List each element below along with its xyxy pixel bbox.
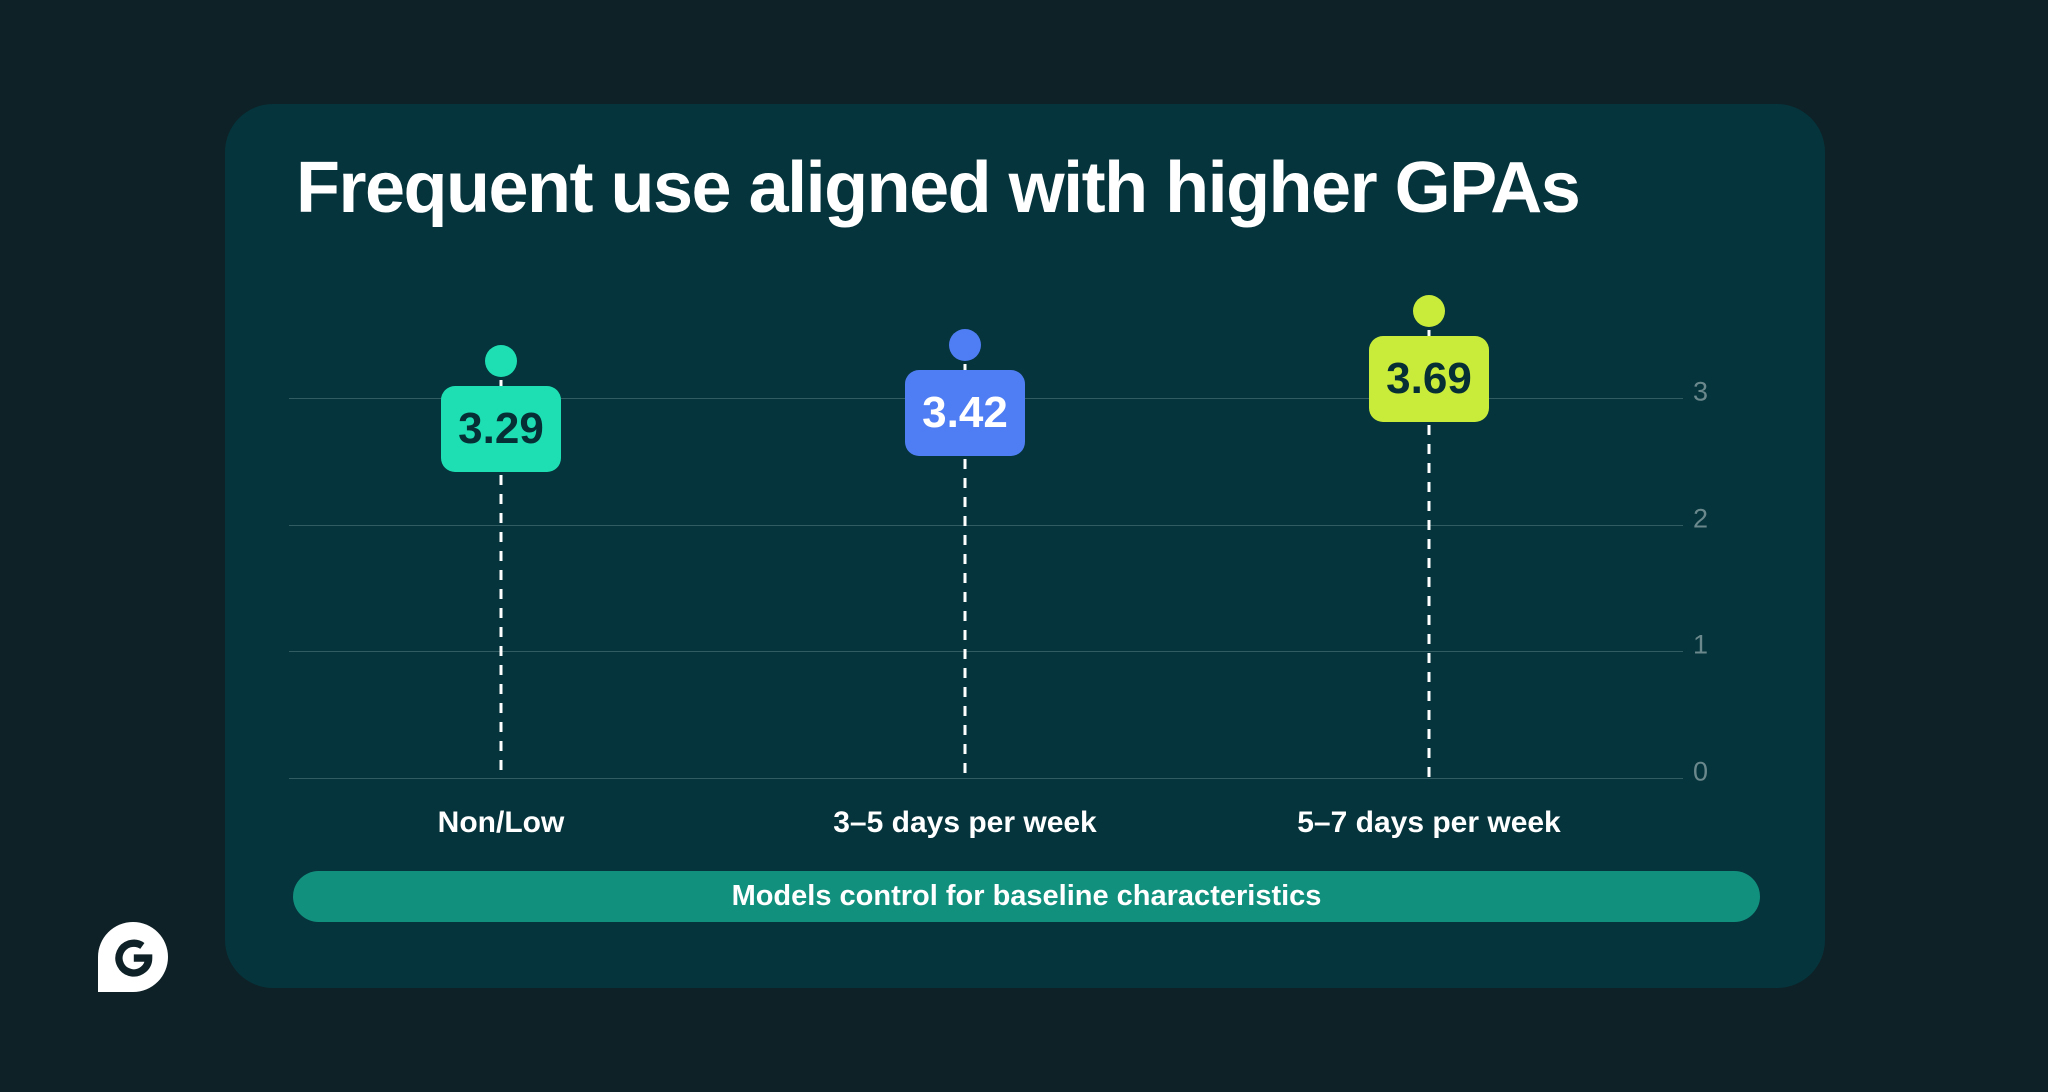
grammarly-logo — [98, 922, 168, 992]
baseline-note-banner: Models control for baseline characterist… — [293, 871, 1760, 922]
chart-card — [225, 104, 1825, 988]
grammarly-g-icon — [115, 939, 153, 977]
chart-title: Frequent use aligned with higher GPAs — [296, 148, 1581, 228]
